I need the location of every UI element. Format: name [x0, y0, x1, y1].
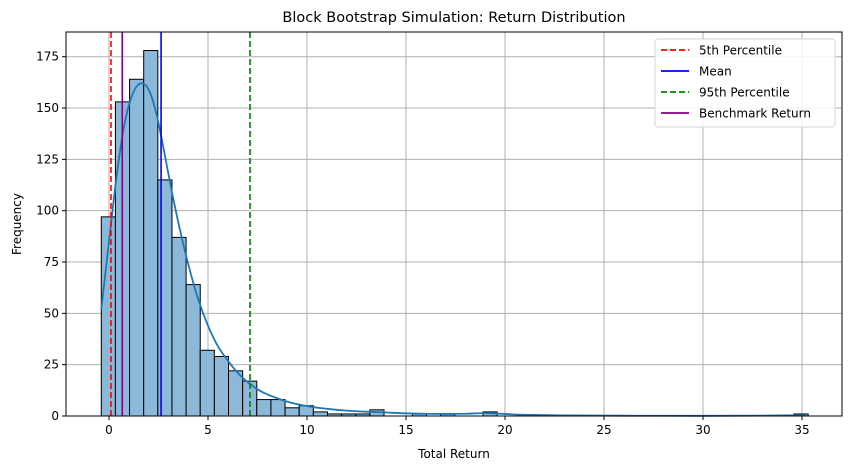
histogram-bar — [185, 284, 201, 417]
chart-title: Block Bootstrap Simulation: Return Distr… — [282, 10, 625, 26]
histogram-bar — [171, 236, 187, 417]
kde-line — [100, 82, 806, 417]
histogram-bar — [270, 399, 286, 417]
y-tick-label: 125 — [36, 152, 59, 166]
x-tick-label: 20 — [497, 423, 512, 437]
legend-box — [654, 38, 836, 128]
x-tick-label: 15 — [398, 423, 413, 437]
y-tick-label: 50 — [44, 306, 59, 320]
legend-label: 5th Percentile — [699, 44, 782, 58]
y-tick-label: 175 — [36, 50, 59, 64]
histogram-bar — [312, 411, 328, 417]
x-axis-label: Total Return — [417, 447, 490, 461]
y-tick-label: 0 — [51, 409, 59, 423]
x-tick-label: 10 — [299, 423, 314, 437]
histogram-bar — [256, 399, 272, 417]
histogram-bar — [157, 179, 173, 417]
y-tick-label: 150 — [36, 101, 59, 115]
legend: 5th Percentile Mean 95th Percentile Benchma… — [654, 38, 836, 128]
histogram-bar — [213, 355, 230, 417]
y-tick-label: 75 — [44, 255, 59, 269]
y-tick-label: 100 — [36, 204, 59, 218]
x-axis-ticks: 0 5 10 15 20 25 30 35 — [105, 416, 810, 437]
y-axis-ticks: 0 25 50 75 100 125 150 175 — [36, 50, 66, 423]
histogram-bars — [100, 50, 809, 417]
x-tick-label: 5 — [204, 423, 212, 437]
x-tick-label: 0 — [105, 423, 113, 437]
x-tick-label: 30 — [695, 423, 710, 437]
histogram-bar — [228, 370, 244, 417]
histogram-bar — [143, 50, 159, 417]
legend-label: Mean — [699, 65, 732, 79]
legend-label: 95th Percentile — [699, 86, 790, 100]
reference-lines — [110, 32, 251, 416]
plot-frame — [65, 31, 843, 417]
legend-label: Benchmark Return — [699, 107, 811, 121]
y-tick-label: 25 — [44, 358, 59, 372]
histogram-bar — [284, 407, 300, 417]
histogram-bar — [129, 78, 145, 417]
x-tick-label: 25 — [596, 423, 611, 437]
y-axis-label: Frequency — [10, 193, 24, 255]
kde-curve — [100, 82, 806, 417]
x-tick-label: 35 — [794, 423, 809, 437]
histogram-bar — [199, 349, 215, 417]
